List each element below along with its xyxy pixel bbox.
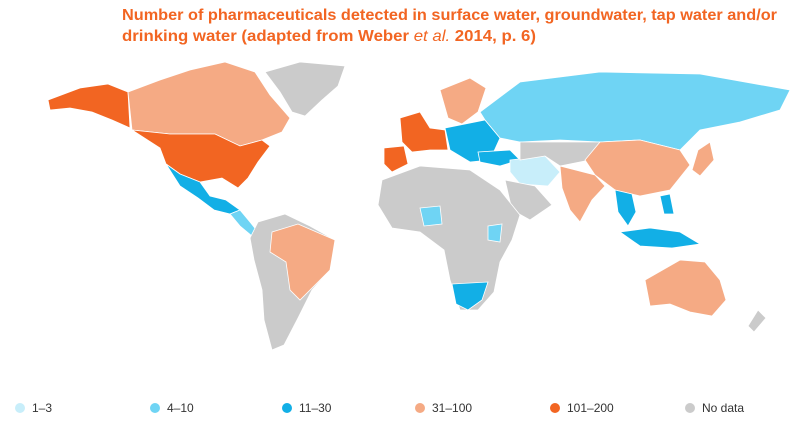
country (691, 141, 715, 177)
country (269, 223, 336, 301)
country (487, 223, 503, 243)
country (47, 83, 131, 129)
legend-swatch (150, 403, 160, 413)
country (747, 309, 767, 333)
legend-swatch (685, 403, 695, 413)
title-italic: et al. (414, 28, 450, 45)
country (399, 111, 449, 153)
country (644, 259, 727, 317)
legend-label: 4–10 (167, 401, 194, 415)
legend-label: 1–3 (32, 401, 52, 415)
legend-label: 31–100 (432, 401, 472, 415)
world-map (47, 61, 791, 351)
title-text: drinking water (adapted from Weber (122, 28, 414, 45)
title-text: 2014, p. 6) (450, 28, 536, 45)
country (559, 165, 606, 223)
country (264, 61, 346, 117)
country (451, 281, 489, 311)
title-line: drinking water (adapted from Weber et al… (122, 28, 536, 45)
legend-label: No data (702, 401, 744, 415)
country (383, 145, 409, 173)
legend-swatch (282, 403, 292, 413)
country (479, 71, 791, 151)
country (618, 227, 702, 249)
country (659, 193, 675, 215)
country (614, 189, 637, 227)
legend: 1–3 4–10 11–30 31–100 101–200 No data (15, 401, 744, 415)
country (419, 205, 443, 227)
legend-label: 101–200 (567, 401, 614, 415)
legend-swatch (15, 403, 25, 413)
title-line: Number of pharmaceuticals detected in su… (122, 7, 777, 24)
country (377, 165, 521, 311)
country (584, 139, 691, 197)
legend-label: 11–30 (299, 401, 332, 415)
legend-swatch (550, 403, 560, 413)
country (439, 77, 487, 125)
legend-swatch (415, 403, 425, 413)
